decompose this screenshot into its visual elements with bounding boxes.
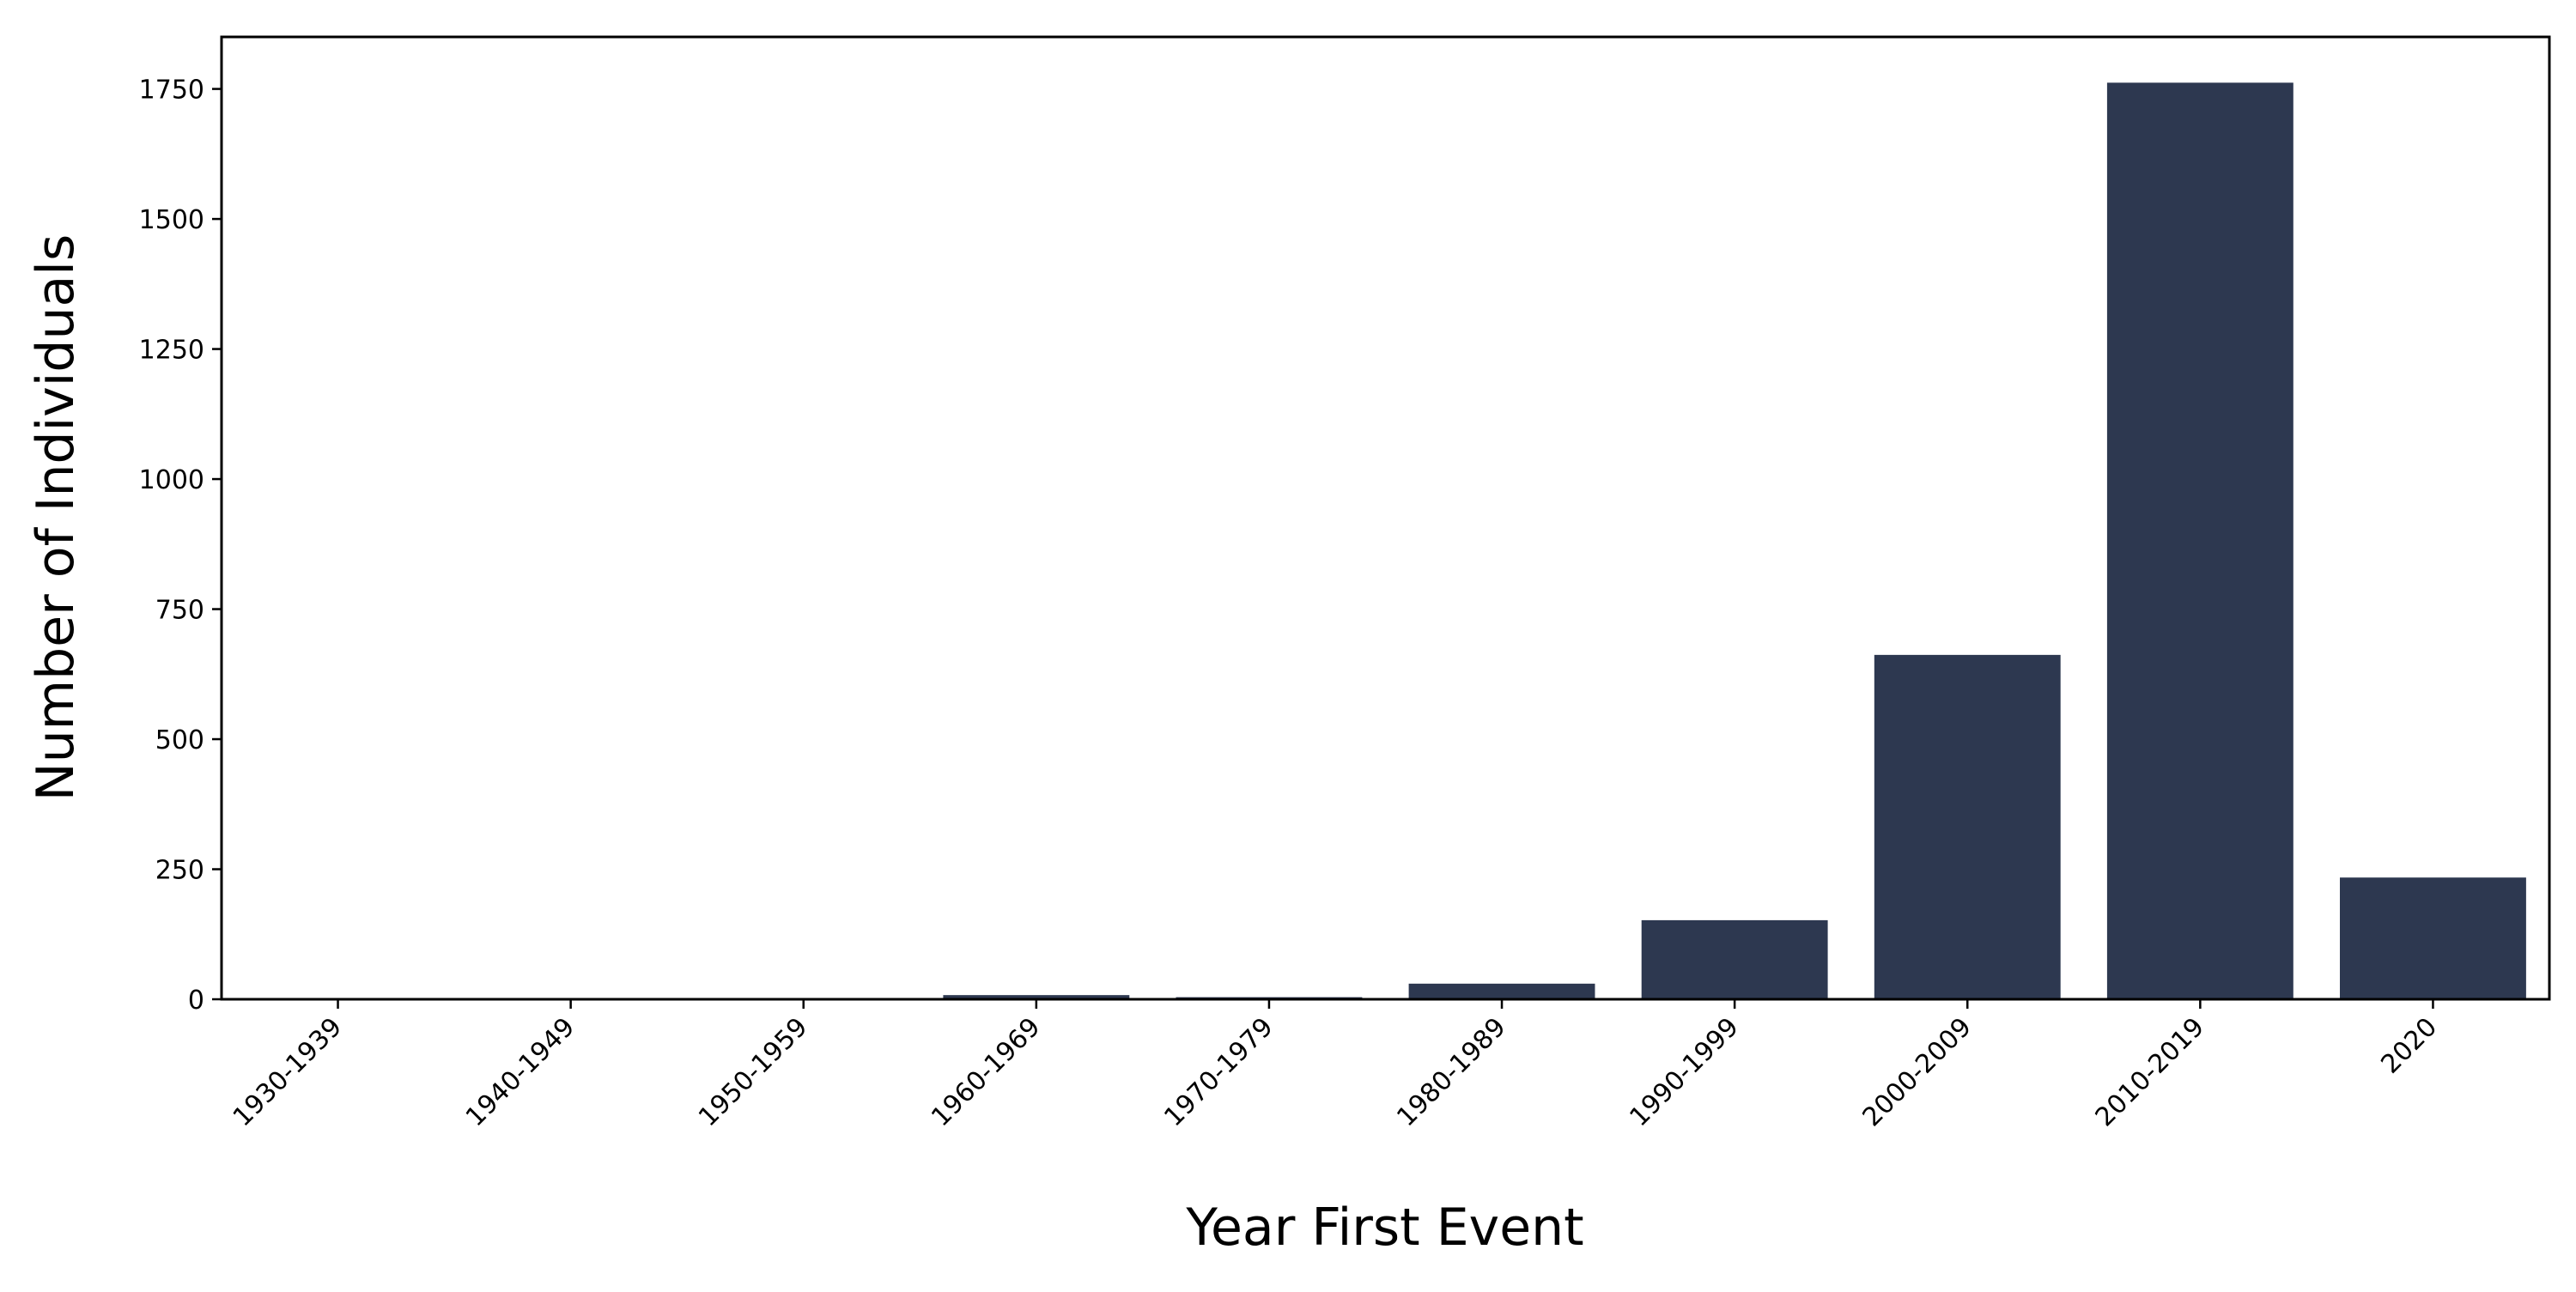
y-tick-label: 1250: [139, 336, 204, 366]
y-tick-label: 1750: [139, 76, 204, 106]
y-axis-label: Number of Individuals: [26, 234, 86, 801]
y-axis: 0 250 500 750 1000 1250 1500 1750: [139, 76, 222, 1016]
x-tick-label: 1970-1979: [1158, 1012, 1279, 1132]
y-tick-label: 750: [155, 596, 204, 626]
y-tick-label: 250: [155, 856, 204, 886]
x-tick-label: 1940-1949: [460, 1012, 580, 1132]
y-tick-label: 1500: [139, 205, 204, 235]
x-tick-label: 1950-1959: [693, 1012, 813, 1132]
bar-1990-1999: [1641, 919, 1828, 999]
y-tick-label: 500: [155, 725, 204, 755]
x-tick-label: 2010-2019: [2090, 1012, 2210, 1132]
bar-2010-2019: [2106, 82, 2293, 999]
y-tick-label: 0: [188, 986, 204, 1016]
x-axis: 1930-1939 1940-1949 1950-1959 1960-1969 1970…: [228, 999, 2443, 1132]
x-tick-label: 1990-1999: [1624, 1012, 1744, 1132]
x-tick-label: 1960-1969: [926, 1012, 1046, 1132]
y-tick-label: 1000: [139, 465, 204, 495]
bar-2000-2009: [1874, 654, 2061, 999]
x-tick-label: 2020: [2375, 1012, 2443, 1080]
bars-group: [245, 82, 2526, 999]
bar-1980-1989: [1408, 983, 1595, 999]
bar-2020: [2340, 877, 2526, 999]
x-axis-label: Year First Event: [1185, 1198, 1583, 1258]
plot-frame: [220, 35, 2551, 1001]
x-tick-label: 2000-2009: [1857, 1012, 1978, 1132]
x-tick-label: 1980-1989: [1391, 1012, 1511, 1132]
bar-1960-1969: [943, 995, 1130, 999]
x-tick-label: 1930-1939: [228, 1012, 348, 1132]
